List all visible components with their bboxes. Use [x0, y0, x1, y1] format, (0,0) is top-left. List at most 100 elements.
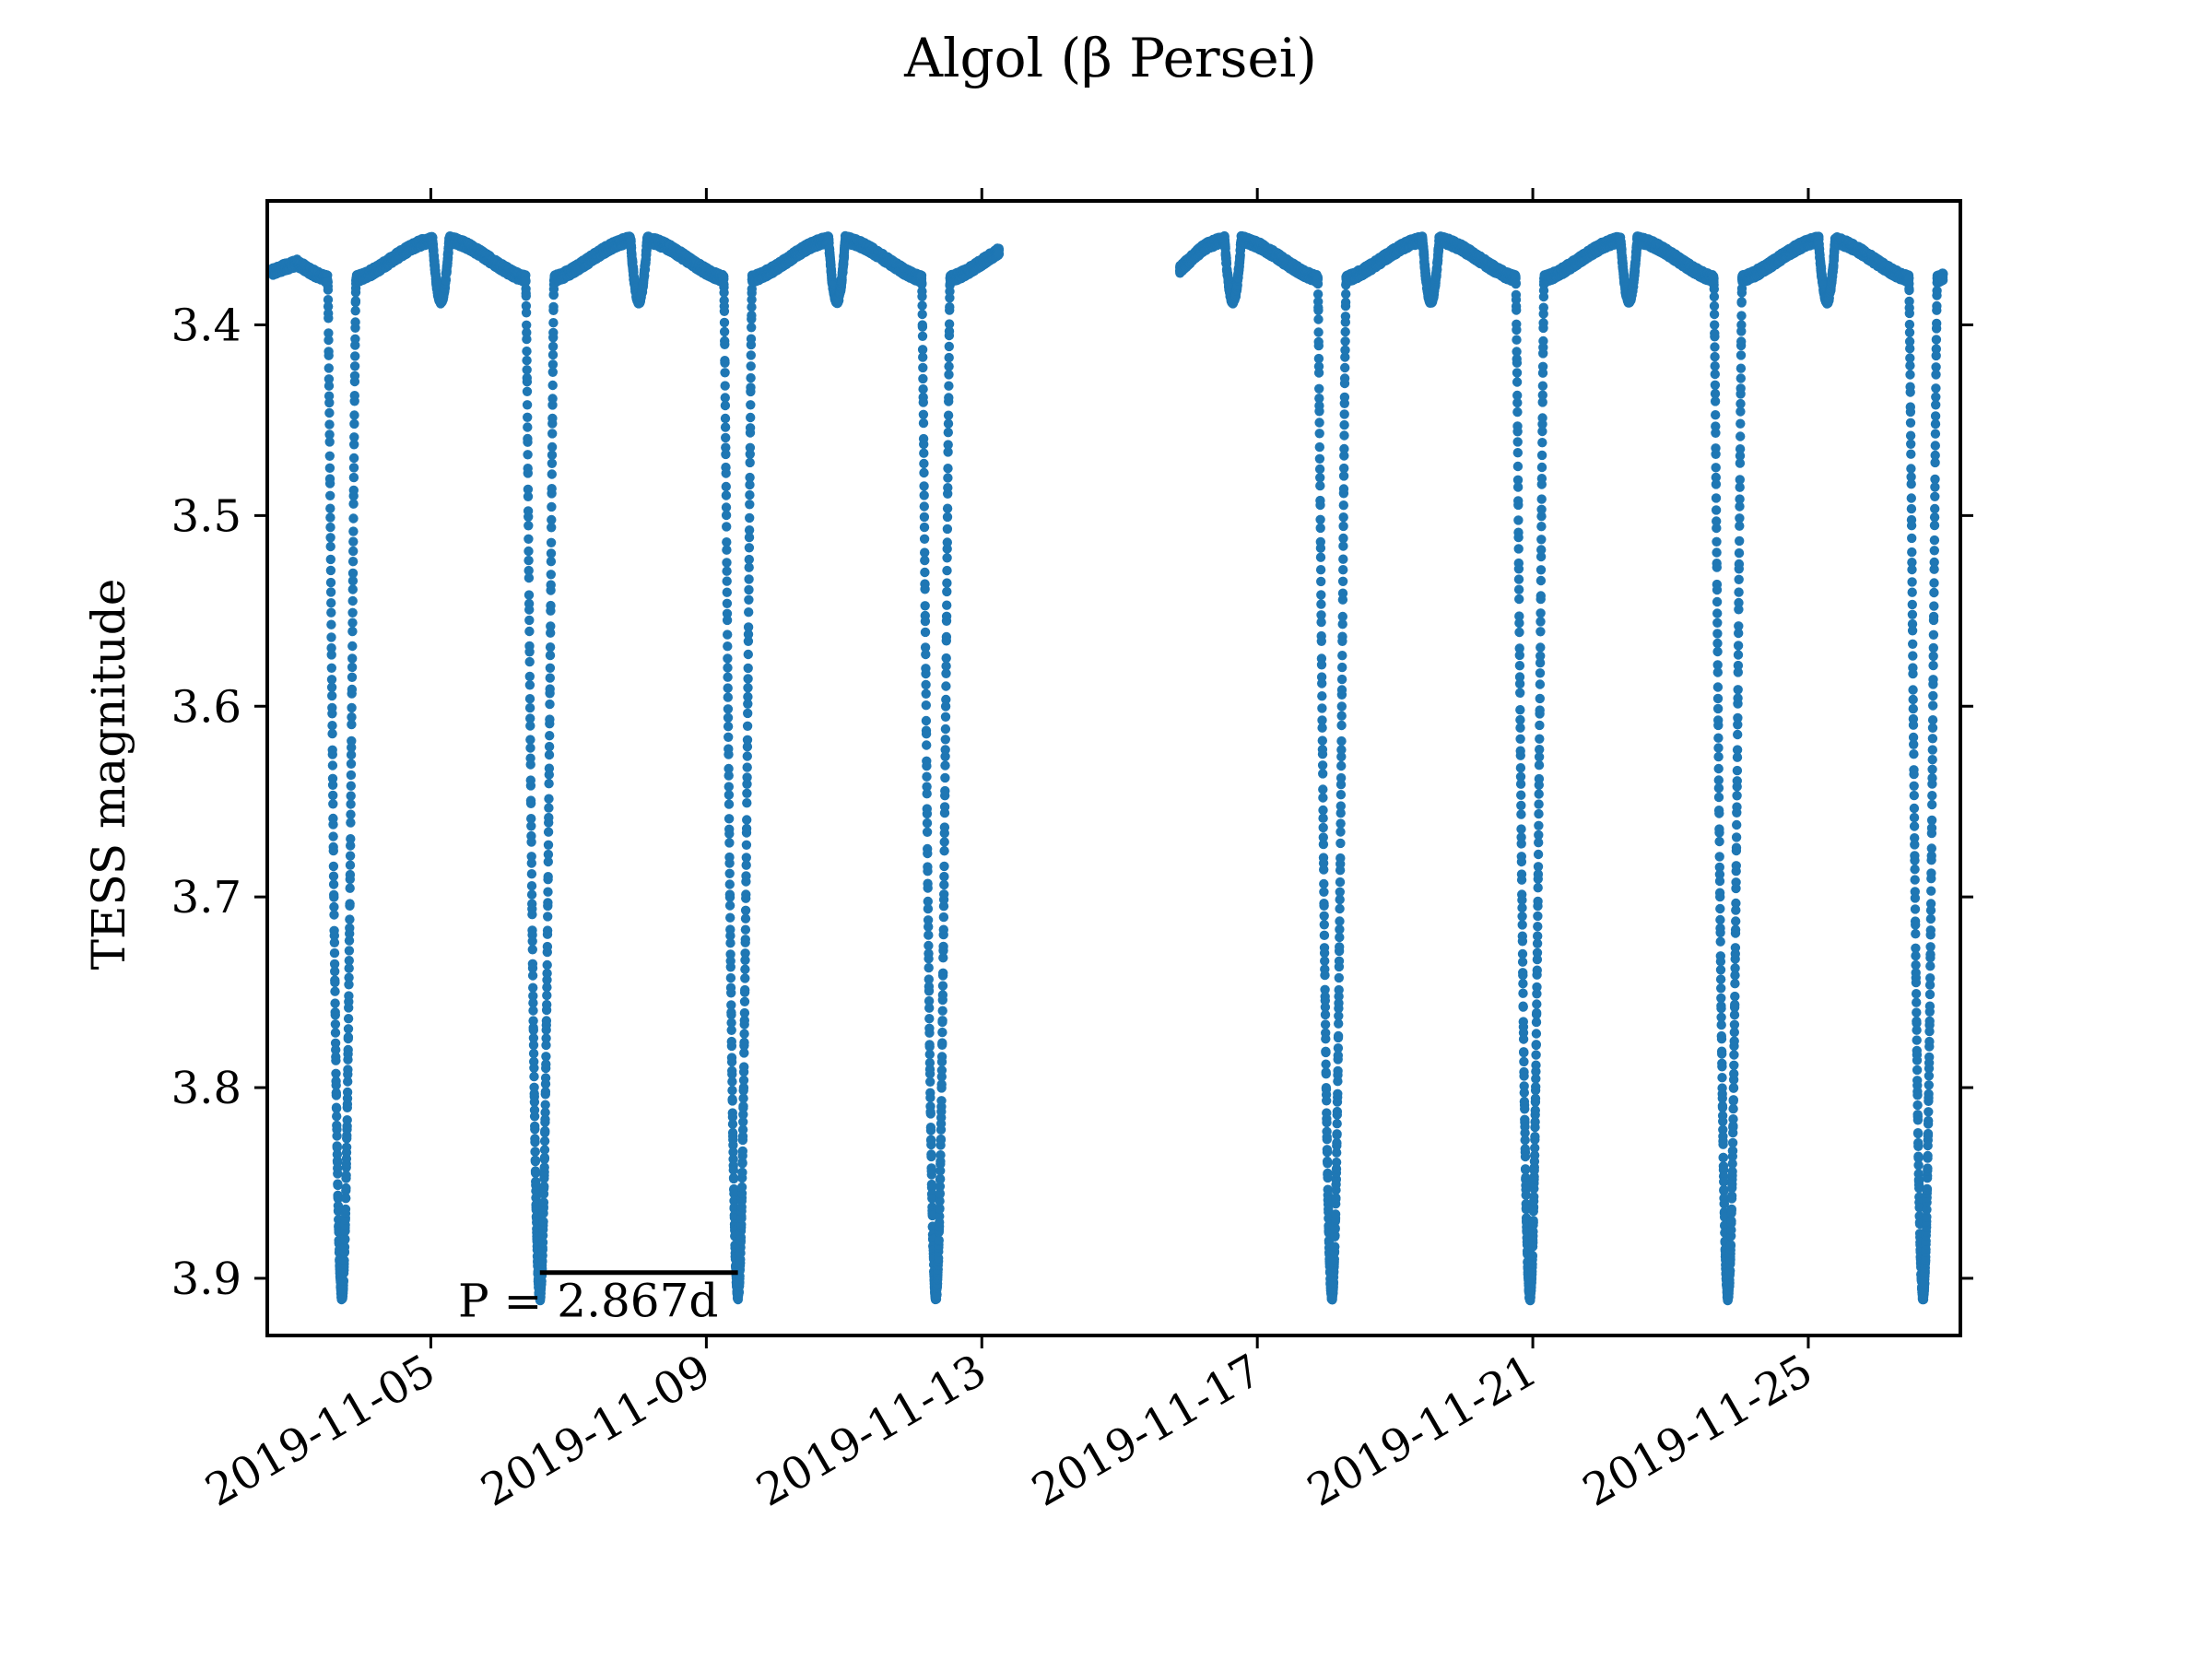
data-point — [349, 432, 359, 442]
data-point — [346, 770, 357, 781]
data-point — [740, 913, 751, 924]
data-point — [546, 600, 556, 611]
data-point — [325, 554, 335, 565]
data-point — [543, 849, 554, 860]
data-point — [347, 568, 359, 579]
data-point — [524, 521, 534, 531]
data-point — [521, 308, 532, 318]
data-point — [725, 912, 735, 923]
data-point — [524, 546, 534, 557]
data-point — [741, 823, 752, 834]
data-point — [720, 400, 731, 411]
data-point — [325, 533, 335, 543]
data-point — [326, 598, 336, 608]
data-point — [722, 598, 733, 608]
data-point — [545, 663, 556, 673]
data-point — [325, 577, 336, 588]
data-point — [325, 512, 335, 523]
data-point — [327, 728, 337, 739]
data-point — [746, 400, 756, 410]
data-point — [344, 935, 355, 946]
data-point — [540, 1073, 551, 1083]
data-point — [724, 900, 735, 911]
data-point — [524, 694, 535, 704]
data-point — [524, 671, 535, 682]
data-point — [341, 1142, 352, 1153]
data-point — [719, 317, 730, 328]
data-point — [723, 641, 733, 652]
data-point — [526, 858, 536, 868]
data-point — [722, 566, 732, 576]
data-point — [521, 291, 531, 301]
data-point — [331, 1080, 341, 1090]
data-point — [350, 306, 360, 316]
data-point — [524, 572, 535, 583]
data-point — [527, 936, 537, 947]
data-point — [345, 851, 356, 861]
data-point — [725, 972, 736, 983]
data-point — [524, 615, 535, 626]
data-point — [339, 1241, 350, 1253]
data-point — [744, 607, 754, 618]
data-point — [547, 469, 557, 479]
data-point — [525, 781, 536, 791]
data-point — [742, 762, 752, 772]
data-point — [347, 702, 357, 713]
data-point — [542, 959, 552, 971]
data-point — [740, 984, 750, 995]
data-point — [330, 977, 340, 988]
data-point — [326, 663, 336, 673]
data-point — [324, 407, 335, 418]
data-point — [545, 684, 555, 694]
data-point — [349, 410, 359, 420]
data-point — [742, 815, 752, 825]
data-point — [343, 1065, 353, 1075]
data-point — [744, 574, 754, 584]
data-point — [346, 759, 357, 769]
data-point — [348, 546, 359, 557]
data-point — [543, 840, 554, 850]
data-point — [723, 692, 733, 702]
data-point — [723, 653, 733, 664]
data-point — [738, 1075, 749, 1086]
data-point — [746, 382, 756, 393]
data-point — [327, 690, 337, 701]
data-point — [324, 463, 335, 473]
data-point — [326, 642, 336, 653]
data-point — [348, 526, 359, 536]
data-point — [543, 887, 553, 897]
data-point — [522, 346, 532, 357]
data-point — [524, 680, 535, 690]
data-point — [529, 1112, 540, 1122]
data-point — [743, 622, 754, 632]
data-point — [745, 457, 755, 468]
data-point — [742, 751, 752, 761]
data-point — [327, 760, 338, 771]
data-point — [344, 956, 354, 966]
data-point — [350, 296, 361, 306]
data-point — [720, 381, 730, 391]
data-point — [347, 662, 358, 673]
data-point — [720, 368, 730, 378]
data-point — [323, 295, 334, 305]
data-point — [530, 1157, 541, 1167]
data-point — [745, 472, 755, 483]
data-point — [727, 1096, 737, 1106]
data-point — [744, 543, 755, 553]
data-point — [326, 619, 336, 629]
data-point — [726, 1041, 737, 1052]
data-point — [548, 301, 559, 312]
data-point — [324, 437, 335, 447]
data-point — [347, 584, 358, 594]
data-point — [333, 1180, 343, 1191]
data-point — [522, 355, 532, 366]
data-point — [724, 868, 735, 878]
data-point — [324, 350, 334, 360]
data-point — [329, 947, 340, 959]
data-point — [741, 871, 751, 881]
data-point — [331, 1068, 341, 1079]
data-point — [722, 522, 732, 532]
data-point — [723, 704, 734, 714]
data-point — [722, 587, 732, 597]
data-point — [526, 889, 537, 900]
